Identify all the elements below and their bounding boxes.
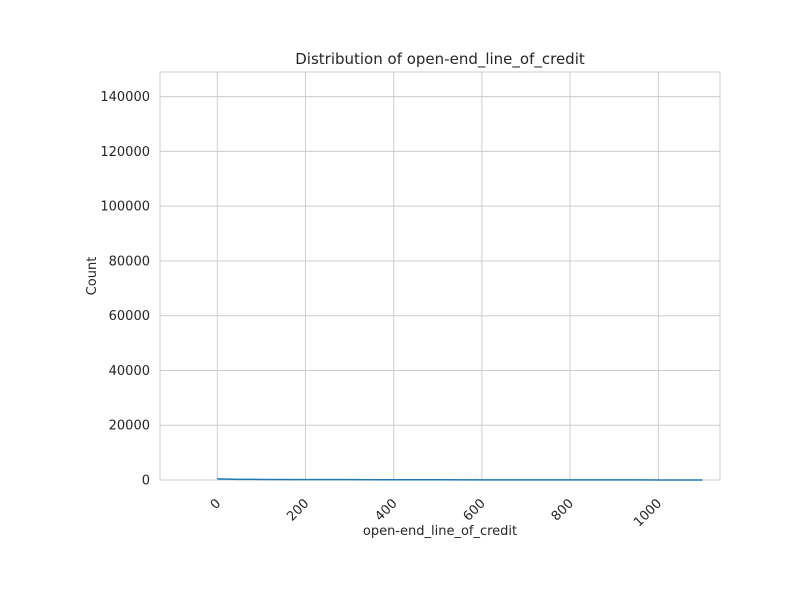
y-tick-label: 40000: [109, 364, 150, 379]
y-tick-label: 100000: [100, 200, 150, 215]
y-tick-label: 0: [142, 474, 150, 489]
y-axis-label: Count: [85, 257, 100, 296]
y-axis-ticks: 0 20000 40000 60000 80000 100000 120000 140000: [100, 90, 150, 488]
chart-title: Distribution of open-end_line_of_credit: [295, 50, 585, 69]
y-tick-label: 140000: [100, 90, 150, 105]
y-tick-label: 120000: [100, 145, 150, 160]
series-layer: [217, 478, 703, 481]
y-tick-label: 80000: [109, 254, 150, 269]
series-line: [217, 478, 703, 481]
x-axis-label: open-end_line_of_credit: [363, 524, 517, 539]
y-tick-label: 60000: [109, 309, 150, 324]
y-tick-label: 20000: [109, 419, 150, 434]
grid: [160, 72, 720, 481]
